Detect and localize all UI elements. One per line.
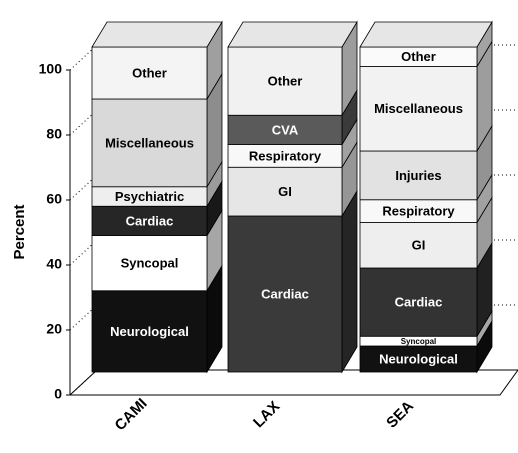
side-shade — [477, 22, 492, 67]
segment-label: Other — [268, 74, 303, 89]
bar-segment — [91, 235, 208, 292]
side-shade — [477, 126, 492, 200]
bar-segment — [91, 290, 208, 373]
segment-label: Neurological — [110, 324, 189, 339]
side-shade — [342, 90, 357, 145]
y-tick-label: 40 — [46, 256, 62, 272]
side-shade — [207, 265, 222, 372]
segment-label: Miscellaneous — [105, 135, 194, 150]
side-shade — [342, 142, 357, 216]
side-shade — [477, 243, 492, 337]
side-shade — [342, 22, 357, 116]
y-tick-label: 100 — [39, 61, 63, 77]
segment-label: Respiratory — [249, 148, 322, 163]
y-axis-label: Percent — [11, 204, 28, 259]
bar-segment — [359, 66, 478, 152]
side-shade — [207, 74, 222, 187]
bar-segment — [359, 222, 478, 269]
y-tick-label: 60 — [46, 191, 62, 207]
segment-label: Cardiac — [261, 286, 309, 301]
side-shade — [207, 161, 222, 207]
segment-label: GI — [412, 238, 426, 253]
floor — [68, 369, 518, 396]
segment-label: Other — [132, 65, 167, 80]
segment-label: Syncopal — [121, 256, 179, 271]
segment-label: Cardiac — [126, 213, 174, 228]
bar-segment — [359, 345, 478, 373]
bar-segment — [91, 98, 208, 188]
side-shade — [477, 197, 492, 268]
side-shade — [477, 41, 492, 151]
bar-segment — [359, 267, 478, 337]
bar-segment — [227, 46, 343, 116]
y-tick-label: 80 — [46, 126, 62, 142]
y-tick-label: 0 — [54, 386, 62, 402]
bar-top — [359, 21, 493, 48]
segment-label: Miscellaneous — [374, 101, 463, 116]
x-tick-label: CAMI — [112, 395, 151, 434]
segment-label: Neurological — [379, 351, 458, 366]
segment-label: Respiratory — [382, 204, 455, 219]
x-tick-label: LAX — [250, 398, 283, 431]
bar-top — [91, 21, 223, 48]
side-shade — [477, 174, 492, 223]
bar-segment — [91, 46, 208, 100]
side-shade — [207, 210, 222, 291]
bar-segment — [227, 166, 343, 217]
segment-label: Other — [401, 49, 436, 64]
segment-label: Psychiatric — [115, 189, 184, 204]
side-shade — [477, 311, 492, 346]
segment-label: GI — [278, 184, 292, 199]
bar-segment — [91, 205, 208, 236]
y-tick-label: 20 — [46, 321, 62, 337]
x-tick-label: SEA — [383, 398, 417, 432]
side-shade — [342, 191, 357, 372]
segment-label: Cardiac — [395, 295, 443, 310]
bar-segment — [227, 215, 343, 373]
segment-label: CVA — [272, 122, 299, 137]
bar-segment — [359, 150, 478, 201]
segment-label: Syncopal — [401, 337, 437, 346]
side-shade — [207, 181, 222, 236]
bar-top — [227, 21, 358, 48]
segment-label: Injuries — [395, 168, 441, 183]
side-shade — [342, 119, 357, 168]
side-shade — [477, 321, 492, 372]
